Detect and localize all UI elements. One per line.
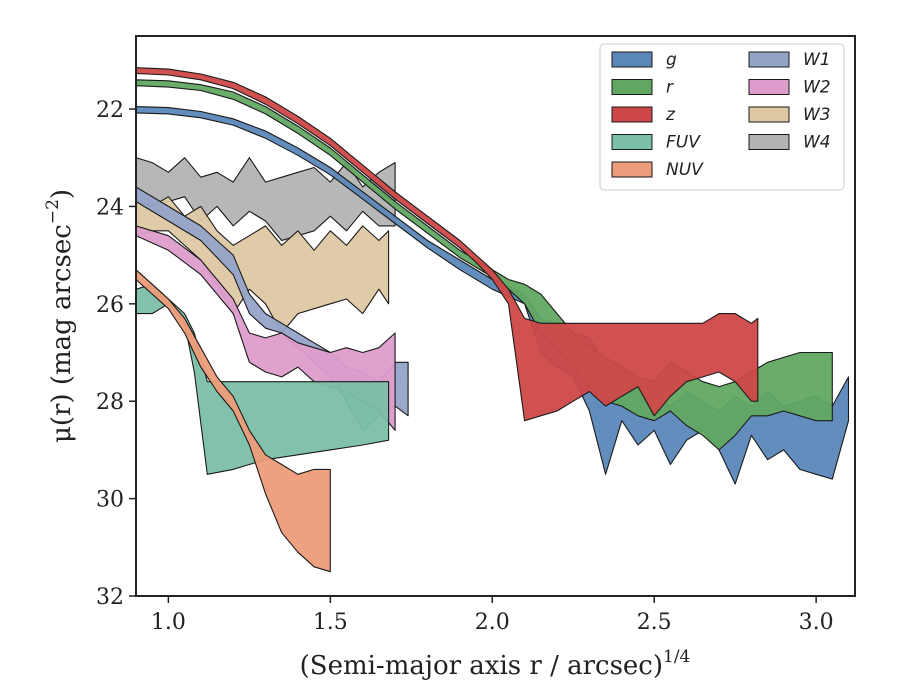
x-axis-label: (Semi-major axis r / arcsec)1/4 (300, 647, 691, 681)
legend-label-r: r (666, 78, 674, 98)
y-tick-label: 24 (96, 195, 124, 220)
legend-swatch-nuv (611, 161, 653, 178)
y-tick-label: 32 (96, 585, 124, 610)
x-tick-label: 2.0 (475, 610, 510, 635)
legend-label-fuv: FUV (666, 133, 701, 153)
x-tick-label: 2.5 (637, 610, 672, 635)
legend-label-g: g (666, 50, 677, 70)
legend-label-w4: W4 (803, 133, 831, 153)
legend-label-w2: W2 (803, 78, 831, 98)
legend-label-w1: W1 (803, 50, 831, 70)
legend-swatch-g (611, 51, 653, 68)
legend: grz FUV NUV W1 W2 W3 W4 (599, 43, 845, 191)
y-tick-label: 22 (96, 98, 124, 123)
legend-swatch-w1 (748, 51, 790, 68)
plot-frame (135, 35, 856, 597)
band-z (136, 67, 759, 422)
x-tick-label: 3.0 (799, 610, 834, 635)
legend-swatch-z (611, 106, 653, 123)
y-tick-label: 28 (96, 390, 124, 415)
legend-swatch-r (611, 79, 653, 95)
band-nuv (136, 269, 331, 573)
legend-swatch-w3 (748, 106, 790, 123)
y-tick-label: 26 (96, 293, 124, 318)
x-axis: 1.0 1.5 2.0 2.5 3.0 (151, 596, 834, 635)
legend-label-z: z (665, 105, 676, 125)
legend-swatch-w4 (748, 134, 790, 150)
legend-label-nuv: NUV (666, 160, 704, 180)
legend-swatch-w2 (748, 79, 790, 95)
x-tick-label: 1.0 (151, 610, 186, 635)
band-w2 (136, 225, 396, 431)
y-tick-label: 30 (96, 488, 124, 513)
legend-swatch-fuv (611, 134, 653, 150)
legend-label-w3: W3 (803, 105, 831, 125)
series-layer (136, 67, 850, 573)
x-tick-label: 1.5 (313, 610, 348, 635)
y-axis: 22 24 26 28 30 32 (96, 98, 136, 610)
y-axis-label: μ(r) (mag arcsec−2) (43, 189, 77, 443)
